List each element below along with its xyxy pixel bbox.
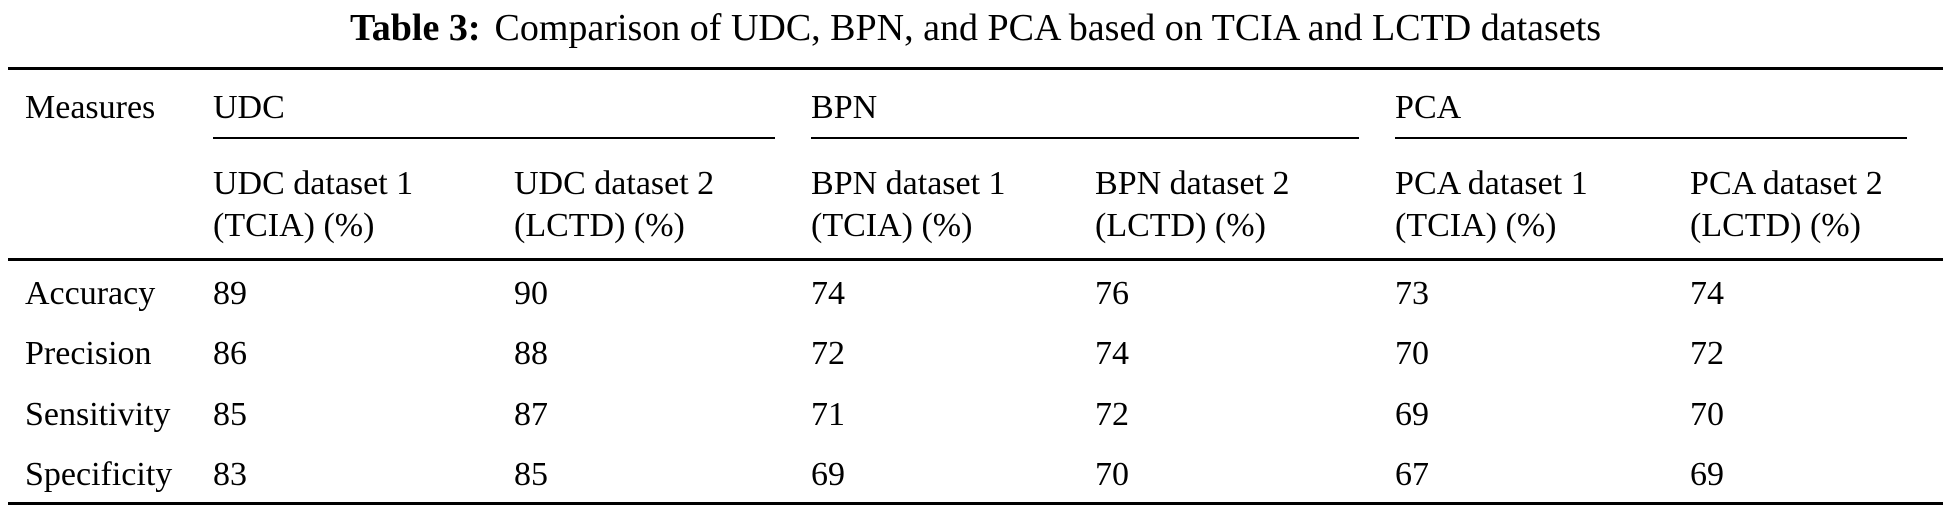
cell-value: 72: [1095, 396, 1130, 433]
row-label: Sensitivity: [25, 396, 171, 433]
column-header-pca-dataset-1: PCA dataset 1 (TCIA) (%): [1395, 139, 1691, 261]
group-header-udc-label: UDC: [213, 70, 776, 139]
column-header-udc-dataset-2: UDC dataset 2 (LCTD) (%): [514, 139, 812, 261]
cell-value: 67: [1395, 456, 1430, 494]
table-row-precision: Precision 86 88 72 74 70 72: [8, 321, 1943, 382]
cell-value: 70: [1395, 335, 1430, 372]
comparison-table: Measures UDC BPN PCA UDC dataset 1 (TCIA…: [8, 67, 1944, 505]
cell-value: 87: [514, 396, 548, 433]
row-label: Precision: [25, 335, 152, 372]
cell-value: 72: [1690, 335, 1725, 372]
subheader-row: UDC dataset 1 (TCIA) (%) UDC dataset 2 (…: [8, 139, 1944, 261]
column-header-udc-dataset-1: UDC dataset 1 (TCIA) (%): [213, 139, 514, 261]
cell-value: 70: [1095, 456, 1130, 494]
cell-value: 69: [1690, 456, 1725, 494]
cell-value: 69: [1395, 396, 1430, 433]
cell-value: 89: [213, 274, 247, 312]
measures-column-header: Measures: [8, 68, 213, 261]
cell-value: 90: [514, 274, 548, 312]
cell-value: 86: [213, 335, 247, 372]
column-header-bpn-dataset-2: BPN dataset 2 (LCTD) (%): [1095, 139, 1396, 261]
cell-value: 85: [213, 396, 247, 433]
cell-value: 76: [1095, 274, 1130, 312]
cell-value: 74: [811, 274, 846, 312]
cell-value: 72: [811, 335, 846, 372]
group-header-pca-label: PCA: [1395, 70, 1908, 139]
cell-value: 74: [1095, 335, 1130, 372]
row-label: Accuracy: [25, 274, 156, 312]
cell-value: 88: [514, 335, 548, 372]
group-header-udc: UDC: [213, 69, 811, 139]
cell-value: 73: [1395, 274, 1430, 312]
table-row-specificity: Specificity 83 85 69 70 67 69: [8, 443, 1943, 504]
cell-value: 71: [811, 396, 846, 433]
group-header-bpn: BPN: [811, 69, 1395, 139]
table-row-sensitivity: Sensitivity 85 87 71 72 69 70: [8, 382, 1943, 443]
cell-value: 83: [213, 456, 247, 494]
cell-value: 74: [1690, 274, 1725, 312]
table-caption-label: Table 3:: [349, 7, 481, 49]
row-label: Specificity: [25, 456, 173, 494]
group-header-pca: PCA: [1395, 69, 1943, 139]
cell-value: 85: [514, 456, 548, 494]
cell-value: 69: [811, 456, 846, 494]
column-header-bpn-dataset-1: BPN dataset 1 (TCIA) (%): [811, 139, 1096, 261]
group-header-bpn-label: BPN: [811, 70, 1360, 139]
table-caption: Table 3: Comparison of UDC, BPN, and PCA …: [0, 0, 1951, 50]
table-row-accuracy: Accuracy 89 90 74 76 73 74: [8, 260, 1943, 321]
column-header-pca-dataset-2: PCA dataset 2 (LCTD) (%): [1690, 139, 1944, 261]
table-caption-text: Comparison of UDC, BPN, and PCA based on…: [494, 7, 1602, 49]
group-header-row: Measures UDC BPN PCA: [8, 68, 1943, 261]
cell-value: 70: [1690, 396, 1725, 433]
